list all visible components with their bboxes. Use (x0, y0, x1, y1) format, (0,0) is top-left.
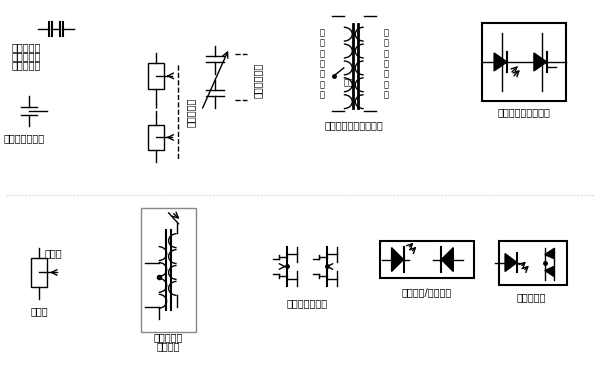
Text: 双联可变电容: 双联可变电容 (252, 63, 262, 99)
Text: （中周）: （中周） (157, 341, 181, 351)
Bar (148, 124, 164, 150)
Text: 双联电位器: 双联电位器 (185, 98, 196, 127)
Polygon shape (534, 53, 547, 71)
Text: 光电耦合管: 光电耦合管 (516, 292, 545, 302)
Bar (31, 258, 47, 287)
Text: 滑动管: 滑动管 (44, 249, 62, 258)
Bar (482, 23, 566, 100)
Text: 双栅极场效应管: 双栅极场效应管 (286, 298, 328, 308)
Text: 输
入
（
原
线
圈
）: 输 入 （ 原 线 圈 ） (319, 28, 325, 100)
Polygon shape (545, 267, 554, 276)
Text: 抽头: 抽头 (344, 78, 354, 87)
Bar (141, 208, 196, 332)
Polygon shape (494, 53, 507, 71)
Text: 压电陶瓷片: 压电陶瓷片 (11, 60, 41, 70)
Polygon shape (505, 254, 517, 271)
Text: 晶闸管型光电耦合器: 晶闸管型光电耦合器 (497, 108, 550, 118)
Text: 中频变压器: 中频变压器 (154, 332, 183, 342)
Text: 三端陶瓷滤波器: 三端陶瓷滤波器 (4, 133, 44, 143)
Text: 变压器（电压互感器）: 变压器（电压互感器） (325, 120, 383, 131)
Polygon shape (392, 248, 404, 271)
Bar (148, 63, 164, 89)
Text: 陶瓷滤波器: 陶瓷滤波器 (11, 51, 41, 61)
Text: 电位器: 电位器 (31, 306, 48, 316)
Bar (380, 241, 474, 278)
Text: 红外发射/接收对管: 红外发射/接收对管 (401, 287, 452, 297)
Bar (499, 241, 567, 285)
Polygon shape (545, 249, 554, 258)
Text: 输
出
（
副
线
圈
）: 输 出 （ 副 线 圈 ） (383, 28, 388, 100)
Text: 晶体振荡器: 晶体振荡器 (11, 42, 41, 52)
Polygon shape (442, 248, 453, 271)
